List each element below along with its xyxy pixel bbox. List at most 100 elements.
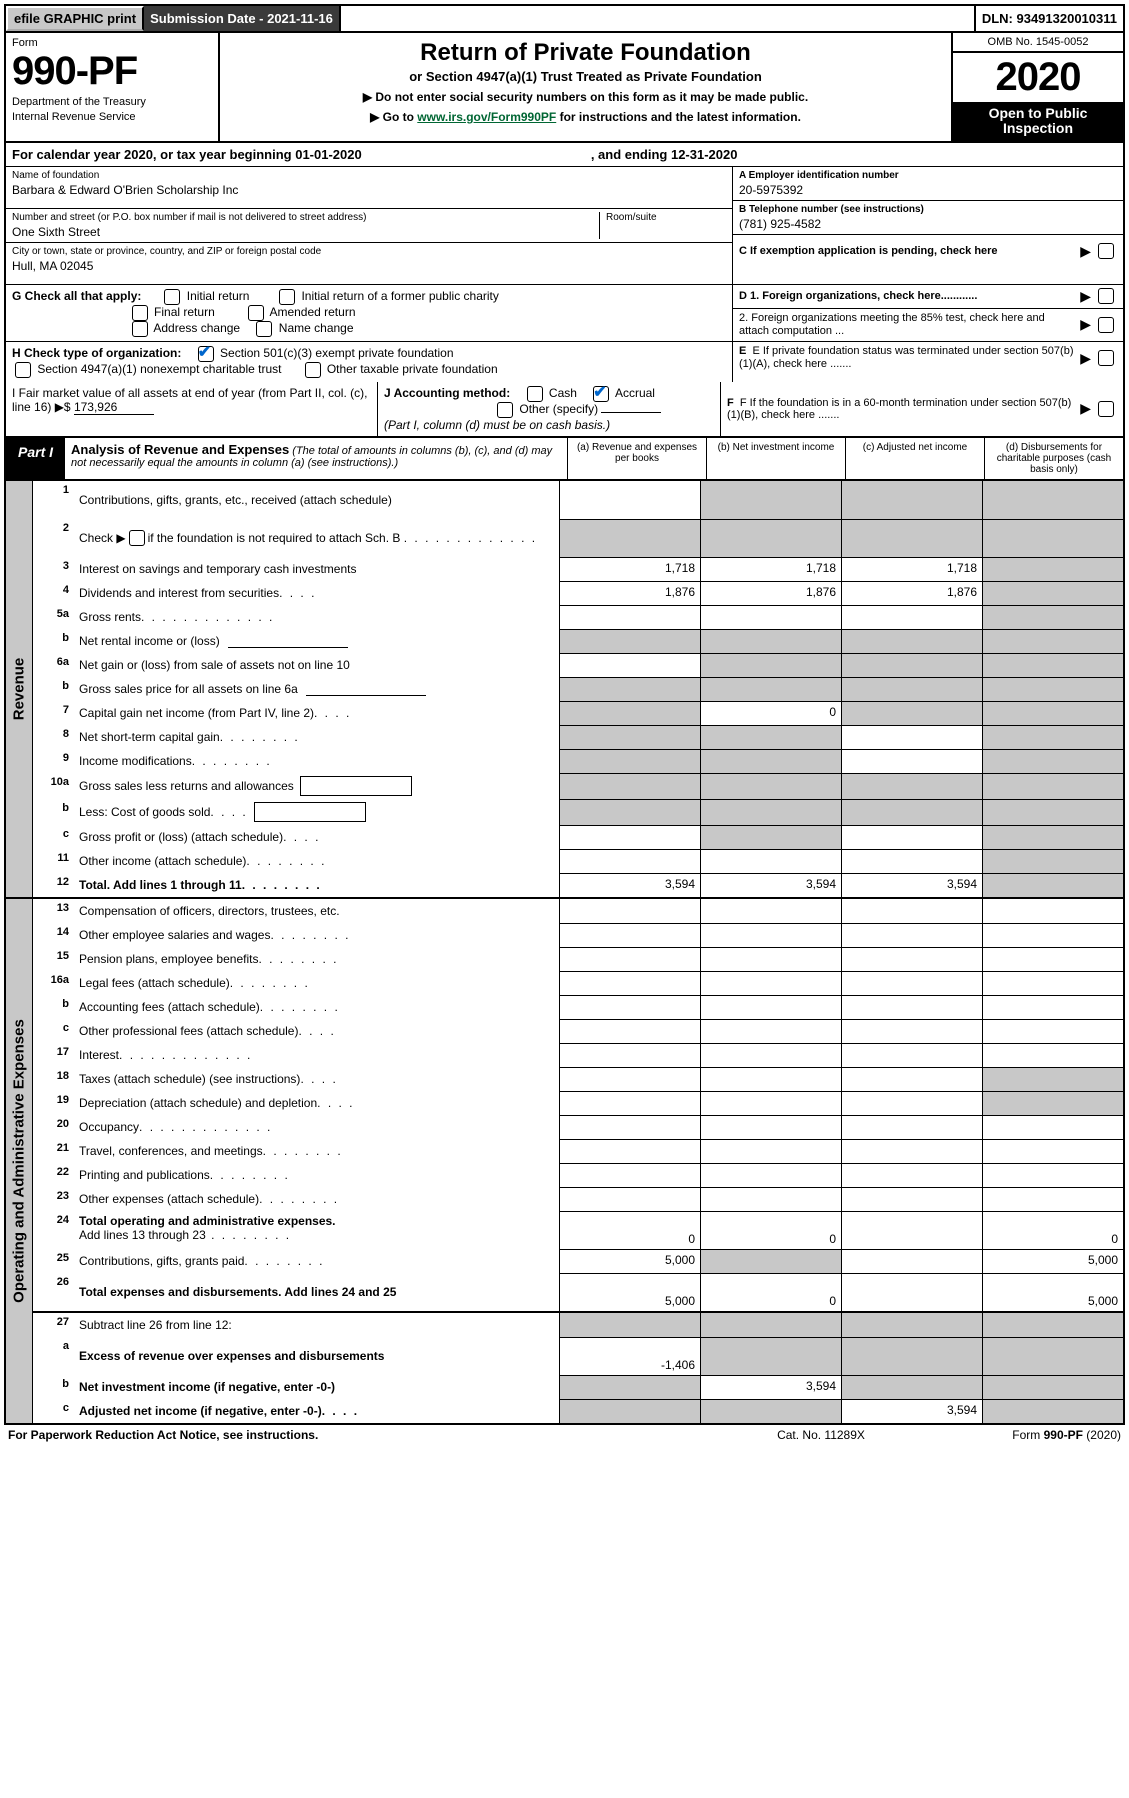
row-num: 1 bbox=[33, 481, 75, 519]
row-num: 7 bbox=[33, 701, 75, 725]
row-num: 17 bbox=[33, 1043, 75, 1067]
cell-d bbox=[983, 1187, 1123, 1211]
efile-print-button[interactable]: efile GRAPHIC print bbox=[6, 6, 144, 31]
cell-a bbox=[560, 1375, 701, 1399]
row-desc: Accounting fees (attach schedule) bbox=[75, 995, 560, 1019]
cell-b bbox=[701, 1249, 842, 1273]
cell-c bbox=[842, 1375, 983, 1399]
accrual-checkbox[interactable] bbox=[593, 386, 609, 402]
part1-title-bold: Analysis of Revenue and Expenses bbox=[71, 442, 289, 457]
cell-c bbox=[842, 1337, 983, 1375]
row-16c: c Other professional fees (attach schedu… bbox=[33, 1019, 1123, 1043]
f-checkbox[interactable] bbox=[1098, 401, 1114, 417]
cell-a: 1,876 bbox=[560, 581, 701, 605]
revenue-text: Revenue bbox=[11, 658, 28, 721]
r2-post: if the foundation is not required to att… bbox=[148, 531, 538, 545]
row-desc: Interest bbox=[75, 1043, 560, 1067]
row-desc: Contributions, gifts, grants paid bbox=[75, 1249, 560, 1273]
dln-label: DLN: 93491320010311 bbox=[976, 6, 1123, 31]
row-desc: Net short-term capital gain bbox=[75, 725, 560, 749]
row-num: 23 bbox=[33, 1187, 75, 1211]
row-desc: Gross sales price for all assets on line… bbox=[75, 677, 560, 701]
row-num: 8 bbox=[33, 725, 75, 749]
header-right: OMB No. 1545-0052 2020 Open to Public In… bbox=[951, 33, 1123, 141]
row-16a: 16a Legal fees (attach schedule) bbox=[33, 971, 1123, 995]
row-desc: Check ▶ if the foundation is not require… bbox=[75, 519, 560, 557]
pending-row: C If exemption application is pending, c… bbox=[733, 235, 1123, 268]
pending-checkbox[interactable] bbox=[1098, 243, 1114, 259]
cell-d bbox=[983, 1139, 1123, 1163]
cell-d bbox=[983, 653, 1123, 677]
row-desc: Net investment income (if negative, ente… bbox=[75, 1375, 560, 1399]
row-12: 12 Total. Add lines 1 through 11 3,594 3… bbox=[33, 873, 1123, 897]
form-title: Return of Private Foundation bbox=[224, 39, 947, 67]
cell-d bbox=[983, 581, 1123, 605]
cell-c bbox=[842, 1019, 983, 1043]
4947-checkbox[interactable] bbox=[15, 362, 31, 378]
row-num: 21 bbox=[33, 1139, 75, 1163]
row-23: 23 Other expenses (attach schedule) bbox=[33, 1187, 1123, 1211]
cell-d bbox=[983, 725, 1123, 749]
cell-a bbox=[560, 1187, 701, 1211]
sch-b-checkbox[interactable] bbox=[129, 530, 145, 546]
cell-c bbox=[842, 653, 983, 677]
open-line2: Inspection bbox=[1003, 120, 1073, 136]
final-return-label: Final return bbox=[154, 305, 215, 319]
cell-c bbox=[842, 923, 983, 947]
row-desc: Excess of revenue over expenses and disb… bbox=[75, 1337, 560, 1375]
final-return-checkbox[interactable] bbox=[132, 305, 148, 321]
cell-c bbox=[842, 773, 983, 799]
cell-d bbox=[983, 849, 1123, 873]
cell-b: 3,594 bbox=[701, 1375, 842, 1399]
row-desc: Adjusted net income (if negative, enter … bbox=[75, 1399, 560, 1423]
row-desc: Other professional fees (attach schedule… bbox=[75, 1019, 560, 1043]
ein-value: 20-5975392 bbox=[739, 183, 1117, 197]
r24-desc2: Add lines 13 through 23 bbox=[79, 1228, 206, 1242]
cell-d bbox=[983, 923, 1123, 947]
cell-a bbox=[560, 899, 701, 923]
expenses-side-label: Operating and Administrative Expenses bbox=[6, 899, 33, 1423]
cell-b: 1,876 bbox=[701, 581, 842, 605]
other-method-checkbox[interactable] bbox=[497, 402, 513, 418]
row-num: 18 bbox=[33, 1067, 75, 1091]
cell-c bbox=[842, 995, 983, 1019]
city-value: Hull, MA 02045 bbox=[12, 259, 726, 273]
cell-d bbox=[983, 1163, 1123, 1187]
cell-a bbox=[560, 605, 701, 629]
row-num: 27 bbox=[33, 1313, 75, 1337]
phone-cell: B Telephone number (see instructions) (7… bbox=[733, 201, 1123, 235]
row-desc: Occupancy bbox=[75, 1115, 560, 1139]
initial-return-checkbox[interactable] bbox=[164, 289, 180, 305]
cell-b bbox=[701, 995, 842, 1019]
cell-d bbox=[983, 1337, 1123, 1375]
d2-row: 2. Foreign organizations meeting the 85%… bbox=[733, 309, 1123, 342]
cash-checkbox[interactable] bbox=[527, 386, 543, 402]
row-num: b bbox=[33, 799, 75, 825]
irs-link[interactable]: www.irs.gov/Form990PF bbox=[417, 110, 556, 124]
amended-return-checkbox[interactable] bbox=[248, 305, 264, 321]
cash-label: Cash bbox=[549, 386, 577, 400]
e-text: E E If private foundation status was ter… bbox=[739, 345, 1076, 371]
cell-a: 5,000 bbox=[560, 1273, 701, 1311]
d2-checkbox[interactable] bbox=[1098, 317, 1114, 333]
initial-former-checkbox[interactable] bbox=[279, 289, 295, 305]
cell-b: 0 bbox=[701, 701, 842, 725]
row-num: c bbox=[33, 1399, 75, 1423]
cell-a bbox=[560, 995, 701, 1019]
other-taxable-checkbox[interactable] bbox=[305, 362, 321, 378]
501c3-checkbox[interactable] bbox=[198, 346, 214, 362]
e-checkbox[interactable] bbox=[1098, 350, 1114, 366]
d1-checkbox[interactable] bbox=[1098, 288, 1114, 304]
row-desc: Other income (attach schedule) bbox=[75, 849, 560, 873]
cell-d bbox=[983, 629, 1123, 653]
footer-left: For Paperwork Reduction Act Notice, see … bbox=[8, 1428, 721, 1442]
form-label: Form bbox=[12, 37, 212, 49]
row-num: c bbox=[33, 825, 75, 849]
cell-a bbox=[560, 799, 701, 825]
address-change-checkbox[interactable] bbox=[132, 321, 148, 337]
name-change-checkbox[interactable] bbox=[256, 321, 272, 337]
cell-b bbox=[701, 971, 842, 995]
cell-c bbox=[842, 1139, 983, 1163]
row-desc: Dividends and interest from securities bbox=[75, 581, 560, 605]
cell-b bbox=[701, 1139, 842, 1163]
